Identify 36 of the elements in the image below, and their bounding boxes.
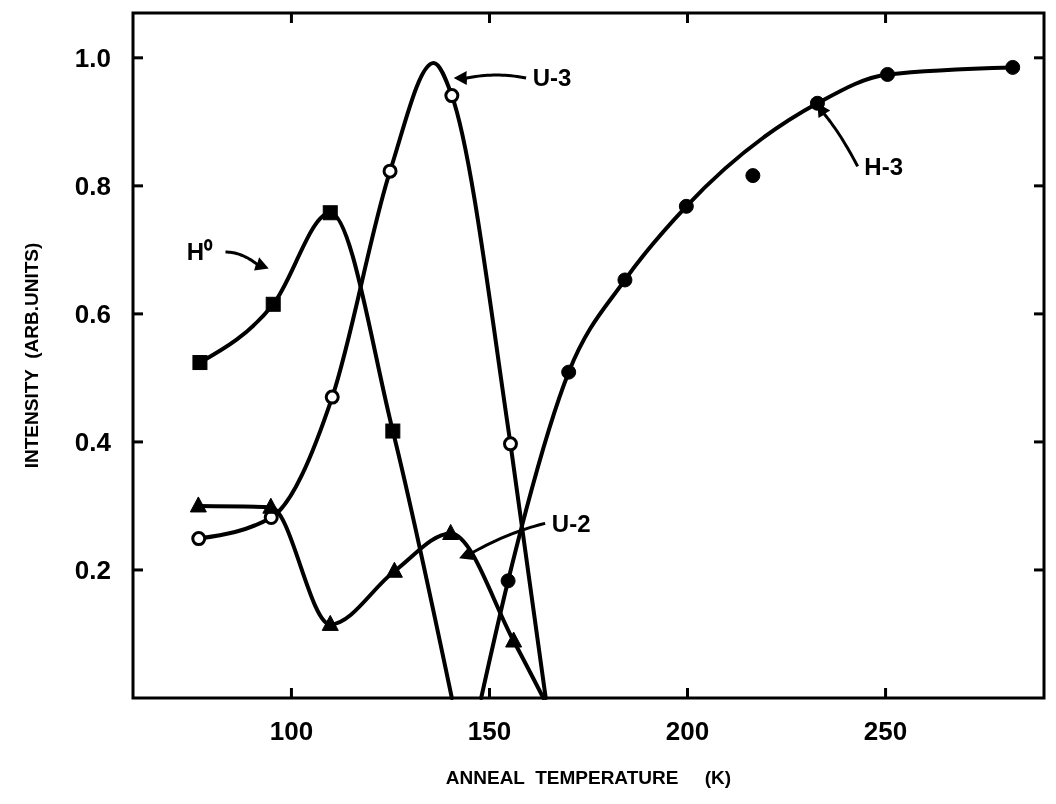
y-tick-label: 0.4 xyxy=(74,427,112,458)
point xyxy=(500,573,516,589)
point xyxy=(192,355,208,371)
point xyxy=(505,631,523,648)
point xyxy=(745,168,761,184)
point xyxy=(382,163,398,179)
point xyxy=(189,496,207,513)
point xyxy=(265,296,281,312)
y-axis-title: INTENSITY (ARB.UNITS) xyxy=(21,242,42,469)
y-tick-label: 1.0 xyxy=(74,42,111,73)
annotation: U-3 xyxy=(532,64,572,92)
y-tick-label: 0.6 xyxy=(74,298,111,329)
annotation: H⁰ xyxy=(186,238,214,266)
point xyxy=(880,66,896,82)
x-tick-label: 200 xyxy=(665,716,710,746)
point xyxy=(385,423,401,439)
y-tick-label: 0.2 xyxy=(74,555,111,586)
x-tick-label: 250 xyxy=(863,716,908,746)
x-tick-label: 100 xyxy=(269,716,314,746)
annotation: U-2 xyxy=(551,509,591,537)
annotation: H-3 xyxy=(864,152,903,180)
point xyxy=(322,205,338,221)
point xyxy=(561,364,577,380)
point xyxy=(444,88,460,104)
point xyxy=(321,614,339,631)
x-axis-title: ANNEAL TEMPERATURE (K) xyxy=(445,767,732,788)
point xyxy=(617,272,633,288)
point xyxy=(442,523,460,540)
point xyxy=(502,436,518,452)
point xyxy=(678,198,694,214)
point xyxy=(1005,59,1021,75)
point xyxy=(385,561,403,578)
x-tick-label: 150 xyxy=(467,716,512,746)
point xyxy=(191,531,207,547)
point xyxy=(324,389,340,405)
y-tick-label: 0.8 xyxy=(74,170,111,201)
